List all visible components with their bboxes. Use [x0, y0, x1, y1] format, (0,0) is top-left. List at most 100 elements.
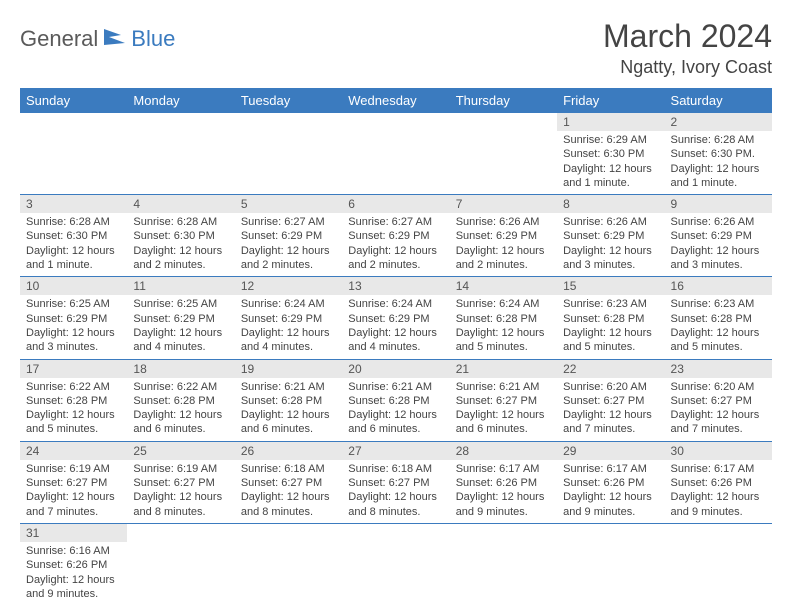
sunrise-text: Sunrise: 6:19 AM	[133, 462, 228, 476]
week-row: 31Sunrise: 6:16 AMSunset: 6:26 PMDayligh…	[20, 523, 772, 605]
day-number: 6	[342, 195, 449, 213]
day-details: Sunrise: 6:19 AMSunset: 6:27 PMDaylight:…	[20, 460, 127, 523]
sunrise-text: Sunrise: 6:17 AM	[563, 462, 658, 476]
header: General Blue March 2024 Ngatty, Ivory Co…	[20, 18, 772, 78]
day-details: Sunrise: 6:16 AMSunset: 6:26 PMDaylight:…	[20, 542, 127, 605]
day-cell: 27Sunrise: 6:18 AMSunset: 6:27 PMDayligh…	[342, 441, 449, 523]
day-details: Sunrise: 6:24 AMSunset: 6:28 PMDaylight:…	[450, 295, 557, 358]
day-details: Sunrise: 6:17 AMSunset: 6:26 PMDaylight:…	[557, 460, 664, 523]
sunset-text: Sunset: 6:28 PM	[671, 312, 766, 326]
day-number: 25	[127, 442, 234, 460]
sunrise-text: Sunrise: 6:24 AM	[348, 297, 443, 311]
day-number: 8	[557, 195, 664, 213]
day-number: 7	[450, 195, 557, 213]
day-number: 13	[342, 277, 449, 295]
day-cell: 16Sunrise: 6:23 AMSunset: 6:28 PMDayligh…	[665, 277, 772, 359]
sunrise-text: Sunrise: 6:26 AM	[563, 215, 658, 229]
sunset-text: Sunset: 6:28 PM	[348, 394, 443, 408]
day-details: Sunrise: 6:21 AMSunset: 6:28 PMDaylight:…	[235, 378, 342, 441]
daylight-text: Daylight: 12 hours and 1 minute.	[563, 162, 658, 191]
daylight-text: Daylight: 12 hours and 1 minute.	[26, 244, 121, 273]
day-details: Sunrise: 6:28 AMSunset: 6:30 PM.Daylight…	[665, 131, 772, 194]
sunset-text: Sunset: 6:29 PM	[241, 229, 336, 243]
day-details: Sunrise: 6:27 AMSunset: 6:29 PMDaylight:…	[235, 213, 342, 276]
day-cell: 22Sunrise: 6:20 AMSunset: 6:27 PMDayligh…	[557, 359, 664, 441]
week-row: 24Sunrise: 6:19 AMSunset: 6:27 PMDayligh…	[20, 441, 772, 523]
day-number: 9	[665, 195, 772, 213]
week-row: 17Sunrise: 6:22 AMSunset: 6:28 PMDayligh…	[20, 359, 772, 441]
sunset-text: Sunset: 6:29 PM	[348, 312, 443, 326]
sunset-text: Sunset: 6:29 PM	[456, 229, 551, 243]
day-details: Sunrise: 6:28 AMSunset: 6:30 PMDaylight:…	[20, 213, 127, 276]
day-cell: 29Sunrise: 6:17 AMSunset: 6:26 PMDayligh…	[557, 441, 664, 523]
day-number: 22	[557, 360, 664, 378]
day-cell: 14Sunrise: 6:24 AMSunset: 6:28 PMDayligh…	[450, 277, 557, 359]
location-text: Ngatty, Ivory Coast	[603, 57, 772, 78]
day-details: Sunrise: 6:18 AMSunset: 6:27 PMDaylight:…	[342, 460, 449, 523]
day-cell	[450, 523, 557, 605]
day-details: Sunrise: 6:24 AMSunset: 6:29 PMDaylight:…	[342, 295, 449, 358]
day-number: 17	[20, 360, 127, 378]
day-details: Sunrise: 6:22 AMSunset: 6:28 PMDaylight:…	[127, 378, 234, 441]
day-cell: 25Sunrise: 6:19 AMSunset: 6:27 PMDayligh…	[127, 441, 234, 523]
day-cell: 19Sunrise: 6:21 AMSunset: 6:28 PMDayligh…	[235, 359, 342, 441]
sunset-text: Sunset: 6:27 PM	[456, 394, 551, 408]
sunset-text: Sunset: 6:26 PM	[671, 476, 766, 490]
day-cell: 15Sunrise: 6:23 AMSunset: 6:28 PMDayligh…	[557, 277, 664, 359]
sunrise-text: Sunrise: 6:25 AM	[26, 297, 121, 311]
sunrise-text: Sunrise: 6:26 AM	[671, 215, 766, 229]
day-number: 28	[450, 442, 557, 460]
sunrise-text: Sunrise: 6:24 AM	[241, 297, 336, 311]
day-details: Sunrise: 6:20 AMSunset: 6:27 PMDaylight:…	[557, 378, 664, 441]
sunrise-text: Sunrise: 6:27 AM	[241, 215, 336, 229]
day-cell	[665, 523, 772, 605]
daylight-text: Daylight: 12 hours and 2 minutes.	[241, 244, 336, 273]
day-number: 30	[665, 442, 772, 460]
day-cell: 23Sunrise: 6:20 AMSunset: 6:27 PMDayligh…	[665, 359, 772, 441]
sunset-text: Sunset: 6:27 PM	[671, 394, 766, 408]
day-details: Sunrise: 6:24 AMSunset: 6:29 PMDaylight:…	[235, 295, 342, 358]
weekday-header: Saturday	[665, 88, 772, 113]
daylight-text: Daylight: 12 hours and 8 minutes.	[241, 490, 336, 519]
day-cell: 2Sunrise: 6:28 AMSunset: 6:30 PM.Dayligh…	[665, 113, 772, 195]
day-cell: 8Sunrise: 6:26 AMSunset: 6:29 PMDaylight…	[557, 195, 664, 277]
daylight-text: Daylight: 12 hours and 5 minutes.	[456, 326, 551, 355]
day-details: Sunrise: 6:23 AMSunset: 6:28 PMDaylight:…	[665, 295, 772, 358]
daylight-text: Daylight: 12 hours and 6 minutes.	[133, 408, 228, 437]
title-block: March 2024 Ngatty, Ivory Coast	[603, 18, 772, 78]
day-number: 12	[235, 277, 342, 295]
sunset-text: Sunset: 6:30 PM	[26, 229, 121, 243]
sunset-text: Sunset: 6:28 PM	[456, 312, 551, 326]
day-number: 19	[235, 360, 342, 378]
day-number: 29	[557, 442, 664, 460]
day-details: Sunrise: 6:20 AMSunset: 6:27 PMDaylight:…	[665, 378, 772, 441]
day-cell: 18Sunrise: 6:22 AMSunset: 6:28 PMDayligh…	[127, 359, 234, 441]
daylight-text: Daylight: 12 hours and 6 minutes.	[241, 408, 336, 437]
day-number: 4	[127, 195, 234, 213]
sunrise-text: Sunrise: 6:21 AM	[348, 380, 443, 394]
weekday-header: Monday	[127, 88, 234, 113]
sunrise-text: Sunrise: 6:22 AM	[133, 380, 228, 394]
day-details: Sunrise: 6:26 AMSunset: 6:29 PMDaylight:…	[557, 213, 664, 276]
sunset-text: Sunset: 6:26 PM	[26, 558, 121, 572]
day-number: 18	[127, 360, 234, 378]
daylight-text: Daylight: 12 hours and 4 minutes.	[133, 326, 228, 355]
day-number: 14	[450, 277, 557, 295]
daylight-text: Daylight: 12 hours and 7 minutes.	[563, 408, 658, 437]
daylight-text: Daylight: 12 hours and 9 minutes.	[26, 573, 121, 602]
calendar-table: SundayMondayTuesdayWednesdayThursdayFrid…	[20, 88, 772, 605]
daylight-text: Daylight: 12 hours and 9 minutes.	[563, 490, 658, 519]
day-details: Sunrise: 6:26 AMSunset: 6:29 PMDaylight:…	[665, 213, 772, 276]
sunset-text: Sunset: 6:26 PM	[563, 476, 658, 490]
sunrise-text: Sunrise: 6:26 AM	[456, 215, 551, 229]
day-number: 1	[557, 113, 664, 131]
day-details: Sunrise: 6:18 AMSunset: 6:27 PMDaylight:…	[235, 460, 342, 523]
day-number: 24	[20, 442, 127, 460]
day-details: Sunrise: 6:25 AMSunset: 6:29 PMDaylight:…	[127, 295, 234, 358]
day-cell: 28Sunrise: 6:17 AMSunset: 6:26 PMDayligh…	[450, 441, 557, 523]
sunrise-text: Sunrise: 6:17 AM	[671, 462, 766, 476]
sunrise-text: Sunrise: 6:21 AM	[456, 380, 551, 394]
day-cell: 5Sunrise: 6:27 AMSunset: 6:29 PMDaylight…	[235, 195, 342, 277]
day-cell: 11Sunrise: 6:25 AMSunset: 6:29 PMDayligh…	[127, 277, 234, 359]
day-cell: 6Sunrise: 6:27 AMSunset: 6:29 PMDaylight…	[342, 195, 449, 277]
